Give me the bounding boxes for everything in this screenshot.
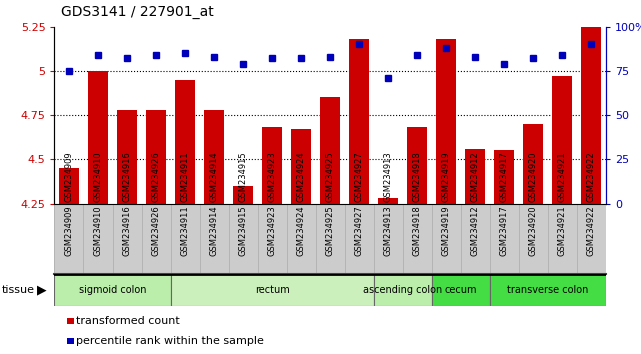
- Text: ▶: ▶: [37, 284, 47, 297]
- Text: GSM234911: GSM234911: [181, 206, 190, 256]
- Text: GSM234920: GSM234920: [529, 206, 538, 256]
- Bar: [494, 150, 514, 204]
- Bar: [349, 39, 369, 204]
- Bar: [378, 198, 398, 204]
- Text: transverse colon: transverse colon: [507, 285, 588, 295]
- Text: GSM234922: GSM234922: [587, 206, 595, 256]
- Bar: [88, 71, 108, 204]
- Text: GSM234923: GSM234923: [267, 206, 276, 256]
- Text: GSM234909: GSM234909: [65, 206, 74, 256]
- Text: transformed count: transformed count: [76, 316, 180, 326]
- Text: GSM234914: GSM234914: [210, 206, 219, 256]
- Text: rectum: rectum: [254, 285, 290, 295]
- Bar: [374, 274, 431, 306]
- Bar: [204, 110, 224, 204]
- Text: GSM234913: GSM234913: [384, 206, 393, 256]
- Bar: [117, 110, 137, 204]
- Bar: [581, 27, 601, 204]
- Text: sigmoid colon: sigmoid colon: [79, 285, 146, 295]
- Bar: [175, 80, 196, 204]
- Text: percentile rank within the sample: percentile rank within the sample: [76, 336, 264, 346]
- Text: GSM234921: GSM234921: [558, 206, 567, 256]
- Text: cecum: cecum: [444, 285, 477, 295]
- Text: GSM234927: GSM234927: [354, 206, 363, 256]
- Bar: [490, 274, 606, 306]
- Bar: [465, 149, 485, 204]
- Text: GDS3141 / 227901_at: GDS3141 / 227901_at: [61, 5, 213, 19]
- Text: GSM234918: GSM234918: [413, 206, 422, 256]
- Text: ascending colon: ascending colon: [363, 285, 442, 295]
- Bar: [431, 274, 490, 306]
- Bar: [54, 274, 171, 306]
- Bar: [262, 127, 282, 204]
- Text: GSM234926: GSM234926: [151, 206, 160, 256]
- Text: GSM234912: GSM234912: [470, 206, 479, 256]
- Text: GSM234910: GSM234910: [94, 206, 103, 256]
- Bar: [171, 274, 374, 306]
- Text: GSM234919: GSM234919: [442, 206, 451, 256]
- Text: GSM234924: GSM234924: [297, 206, 306, 256]
- Bar: [552, 76, 572, 204]
- Text: tissue: tissue: [1, 285, 34, 295]
- Bar: [320, 97, 340, 204]
- Bar: [233, 186, 253, 204]
- Text: GSM234925: GSM234925: [326, 206, 335, 256]
- Text: GSM234916: GSM234916: [122, 206, 131, 256]
- Bar: [407, 127, 428, 204]
- Bar: [59, 168, 79, 204]
- Bar: [291, 129, 312, 204]
- Text: GSM234917: GSM234917: [500, 206, 509, 256]
- Bar: [146, 110, 166, 204]
- Text: GSM234915: GSM234915: [238, 206, 247, 256]
- Bar: [436, 39, 456, 204]
- Bar: [523, 124, 544, 204]
